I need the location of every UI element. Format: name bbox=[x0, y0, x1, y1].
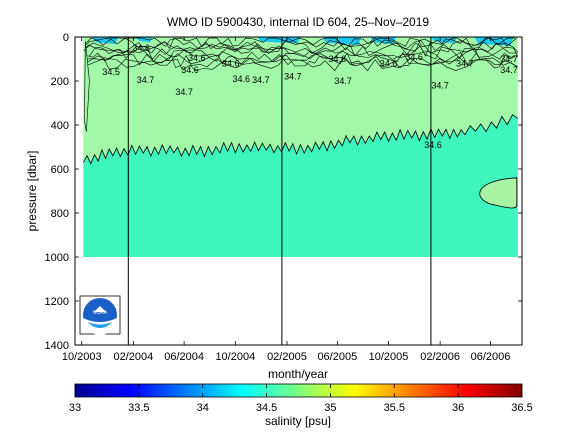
contour-label: 34.7 bbox=[175, 87, 193, 97]
eddy-contour bbox=[479, 177, 518, 209]
y-axis-label: pressure [dbar] bbox=[25, 151, 39, 232]
colorbar-tick-label: 34 bbox=[197, 402, 209, 414]
plot-frame bbox=[74, 36, 523, 346]
left-edge-contour bbox=[84, 41, 90, 132]
y-tick-label: 600 bbox=[51, 164, 69, 176]
y-tick-label: 0 bbox=[63, 32, 69, 44]
contour-label: 34.7 bbox=[252, 75, 270, 85]
surface-contour-line bbox=[88, 45, 519, 60]
x-tick-label: 02/2004 bbox=[113, 351, 153, 363]
contour-label: 34.6 bbox=[188, 53, 206, 63]
colorbar-tick-label: 36 bbox=[452, 402, 464, 414]
y-tick-label: 400 bbox=[51, 120, 69, 132]
colorbar-label: salinity [psu] bbox=[265, 414, 331, 428]
y-tick-label: 1000 bbox=[45, 252, 69, 264]
x-axis-label: month/year bbox=[268, 367, 328, 381]
surface-contour-line bbox=[86, 57, 518, 72]
y-axis-ticks: 0 200 400 600 800 1000 1200 1400 bbox=[45, 32, 522, 352]
contour-label: 34.6 bbox=[424, 140, 442, 150]
contour-label: 34.5 bbox=[102, 67, 120, 77]
x-tick-label: 02/2006 bbox=[420, 351, 460, 363]
x-tick-label: 06/2006 bbox=[471, 351, 511, 363]
contour-labels: 34.634.534.734.634.634.634.734.6 34.7 34.7… bbox=[102, 43, 517, 150]
contour-label: 34.7 bbox=[284, 72, 302, 82]
colorbar-tick-label: 33 bbox=[69, 402, 81, 414]
surface-contours bbox=[83, 37, 519, 132]
noaa-logo: NOAA bbox=[79, 295, 121, 335]
surface-contour-line bbox=[87, 48, 518, 63]
x-tick-label: 02/2005 bbox=[267, 351, 307, 363]
surface-contour-line bbox=[86, 37, 515, 48]
vertical-lines bbox=[127, 37, 432, 345]
contour-label: 34.7 bbox=[456, 58, 474, 68]
colorbar-tick-label: 33.5 bbox=[128, 402, 149, 414]
surface-contour-line bbox=[83, 42, 518, 57]
y-tick-label: 800 bbox=[51, 208, 69, 220]
contour-label: 34.6 bbox=[329, 54, 347, 64]
x-tick-label: 06/2005 bbox=[317, 351, 357, 363]
contour-34-6-line bbox=[83, 114, 519, 165]
colorbar-tick-label: 35.5 bbox=[384, 402, 405, 414]
x-tick-label: 10/2005 bbox=[369, 351, 409, 363]
contour-label: 34.6 bbox=[181, 65, 199, 75]
contour-label: 34.7 bbox=[137, 75, 155, 85]
colorbar bbox=[74, 383, 523, 398]
contour-label: 34.6 bbox=[222, 58, 240, 68]
noaa-logo-text: NOAA bbox=[93, 310, 108, 316]
y-tick-label: 1400 bbox=[45, 340, 69, 352]
contour-label: 34.6 bbox=[380, 58, 398, 68]
contour-label: 34.6 bbox=[232, 74, 250, 84]
colorbar-tick-label: 35 bbox=[324, 402, 336, 414]
colorbar-ticks: 33 33.5 34 34.5 35 35.5 36 36.5 bbox=[69, 384, 533, 414]
x-axis-ticks: 10/2003 02/2004 06/2004 10/2004 02/2005 06/20… bbox=[62, 37, 511, 363]
salinity-field-lower bbox=[83, 114, 518, 257]
chart-title: WMO ID 5900430, internal ID 604, 25–Nov–… bbox=[167, 15, 429, 29]
contour-label: 34.7 bbox=[500, 54, 518, 64]
colorbar-tick-label: 36.5 bbox=[511, 402, 532, 414]
x-tick-label: 06/2004 bbox=[164, 351, 204, 363]
contour-label: 34.7 bbox=[431, 80, 449, 90]
surface-contour-line bbox=[84, 37, 517, 51]
y-tick-label: 1200 bbox=[45, 296, 69, 308]
plot-area: 34.634.534.734.634.634.634.734.6 34.7 34.7… bbox=[83, 37, 519, 345]
y-tick-label: 200 bbox=[51, 76, 69, 88]
contour-label: 34.6 bbox=[405, 52, 423, 62]
surface-contour-line bbox=[86, 39, 519, 54]
colorbar-tick-label: 34.5 bbox=[256, 402, 277, 414]
x-tick-label: 10/2004 bbox=[215, 351, 255, 363]
surface-contour-line bbox=[87, 54, 517, 69]
contour-label: 34.7 bbox=[500, 65, 518, 75]
contour-label: 34.6 bbox=[133, 43, 151, 53]
contour-label: 34.7 bbox=[334, 76, 352, 86]
x-tick-label: 10/2003 bbox=[62, 351, 102, 363]
